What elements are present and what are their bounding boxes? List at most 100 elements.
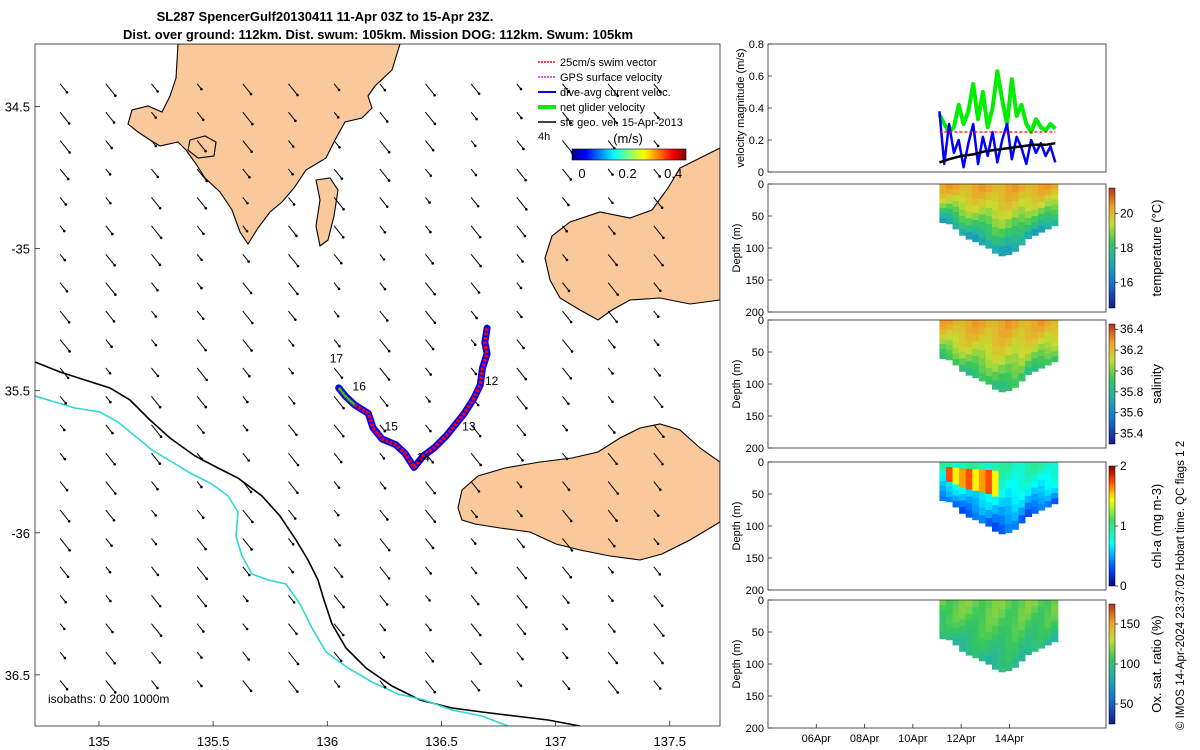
profile-colorbar-label: temperature (°C) — [1149, 200, 1164, 297]
geo-vector — [59, 282, 68, 292]
profile-y-label: Depth (m) — [731, 360, 743, 409]
geo-vector — [653, 452, 663, 465]
geo-vector-head — [662, 435, 665, 439]
profile-cell — [998, 201, 1006, 212]
profile-cell — [985, 656, 993, 665]
profile-cell — [1031, 332, 1039, 340]
geo-vector-head — [200, 286, 203, 290]
profile-cell — [1018, 358, 1026, 367]
profile-cell — [998, 497, 1006, 508]
track-net-velocity — [337, 387, 356, 406]
geo-vector — [59, 111, 70, 124]
profile-cell — [991, 625, 1000, 636]
profile-cell — [1011, 600, 1019, 609]
profile-cell — [972, 498, 980, 506]
geo-vector — [288, 225, 297, 237]
profile-cell — [1037, 184, 1046, 191]
geo-vector-head — [204, 604, 208, 608]
velocity-series-line — [938, 111, 1057, 169]
profile-cell — [1051, 356, 1059, 363]
profile-cell — [1051, 600, 1059, 606]
geo-vector — [242, 367, 250, 377]
profile-cell — [978, 335, 987, 344]
profile-colorbar — [1108, 323, 1116, 445]
profile-cell — [952, 320, 960, 327]
geo-vector-head — [570, 350, 574, 353]
profile-cell — [945, 604, 954, 611]
geo-vector-head — [386, 518, 389, 521]
profile-cell — [1005, 201, 1013, 211]
geo-vector — [607, 225, 615, 234]
geo-vector-head — [245, 627, 249, 631]
profile-cell — [1037, 196, 1046, 203]
geo-vector — [653, 680, 661, 689]
geo-vector — [516, 367, 527, 380]
profile-cell — [1024, 640, 1033, 649]
profile-cell — [1024, 496, 1033, 504]
geo-vector — [151, 424, 162, 438]
legend-geo-velocity: sfc geo. vel. 15-Apr-2013 — [560, 117, 683, 129]
geo-vector — [105, 424, 113, 434]
geo-vector-head — [474, 173, 478, 177]
profile-cell — [1037, 208, 1046, 215]
map-x-tick-label: 136 — [316, 734, 338, 749]
profile-cell — [1005, 245, 1013, 255]
profile-cell — [998, 210, 1006, 221]
geo-vector-head — [205, 179, 209, 183]
geo-vector — [379, 310, 388, 321]
geo-vector-head — [249, 490, 253, 494]
profile-cell — [1051, 467, 1059, 473]
geo-vector-head — [475, 515, 478, 519]
geo-vector-head — [611, 599, 614, 603]
geo-vector — [607, 538, 615, 547]
profile-cell — [1018, 191, 1026, 200]
geo-vector — [333, 594, 344, 608]
geo-vector — [470, 310, 478, 319]
geo-vector — [653, 253, 663, 266]
geo-vector-head — [250, 349, 253, 352]
profile-cell — [972, 462, 980, 470]
day-label: 16 — [353, 380, 367, 394]
map-y-tick-label: 34.5 — [5, 100, 30, 115]
geo-vector — [151, 168, 159, 178]
profile-cell — [991, 651, 1000, 662]
velocity-series-line — [937, 69, 1057, 134]
geo-vector-head — [339, 261, 343, 265]
profile-panel-chlorophyll: 0 50 100 150 200 Depth (m) 0 1 2 chl-a (mg m-3) — [731, 457, 1164, 597]
geo-vector — [288, 310, 296, 320]
profile-cell — [1024, 613, 1033, 621]
geo-vector-head — [114, 691, 117, 694]
profile-cell — [998, 506, 1006, 517]
geo-vector — [242, 140, 253, 152]
profile-cell — [1024, 462, 1033, 470]
colorbar-unit-label: (m/s) — [613, 131, 643, 146]
geo-vector — [59, 594, 67, 603]
geo-vector-head — [201, 516, 205, 520]
geo-vector-head — [201, 118, 205, 122]
geo-vector — [516, 197, 527, 210]
profile-cell — [1044, 206, 1052, 213]
profile-cell — [972, 512, 980, 521]
profile-cell — [991, 634, 1000, 644]
profile-cell — [985, 352, 993, 361]
geo-vector — [196, 509, 204, 519]
profile-cell — [965, 468, 973, 477]
geo-vector-head — [658, 374, 662, 377]
profile-cell — [998, 600, 1006, 610]
profile-cell — [965, 634, 973, 642]
profile-cell — [1011, 242, 1019, 252]
profile-cell — [965, 320, 973, 328]
geo-vector — [105, 509, 115, 521]
geo-vector — [516, 225, 526, 237]
profile-cell — [978, 358, 987, 367]
geo-vector-head — [340, 575, 344, 578]
profile-cell — [1011, 462, 1019, 471]
profile-cell — [991, 487, 1000, 498]
profile-cell — [965, 347, 973, 355]
geo-vector — [196, 140, 206, 152]
map-x-tick-label: 137 — [545, 734, 567, 749]
profile-cell — [985, 462, 993, 471]
geo-vector-head — [613, 431, 616, 434]
geo-vector — [516, 651, 523, 660]
geo-vector — [59, 140, 71, 153]
